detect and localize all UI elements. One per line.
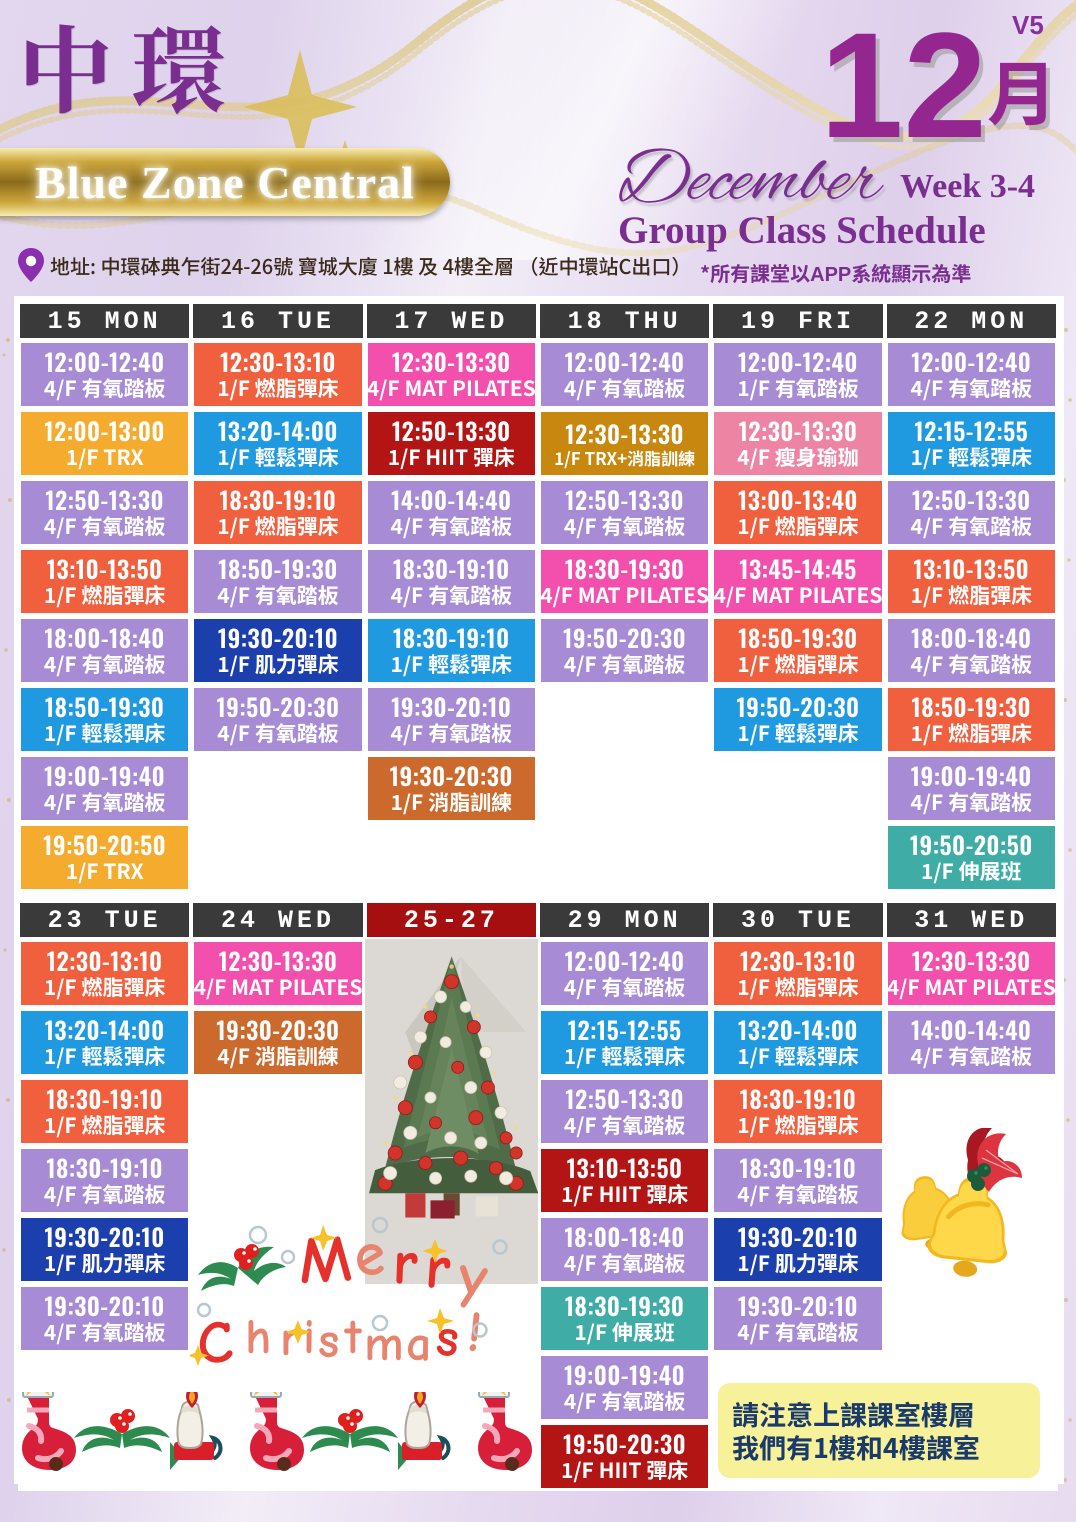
svg-text:h: h <box>245 1308 271 1366</box>
svg-text:C: C <box>196 1308 234 1378</box>
svg-text:r: r <box>391 1227 418 1300</box>
svg-text:e: e <box>354 1218 386 1291</box>
svg-text:r: r <box>423 1231 453 1305</box>
svg-text:i: i <box>303 1308 315 1366</box>
svg-text:s: s <box>318 1312 339 1370</box>
svg-text:a: a <box>406 1315 431 1373</box>
svg-text:t: t <box>344 1308 362 1366</box>
svg-text:m: m <box>364 1315 404 1373</box>
